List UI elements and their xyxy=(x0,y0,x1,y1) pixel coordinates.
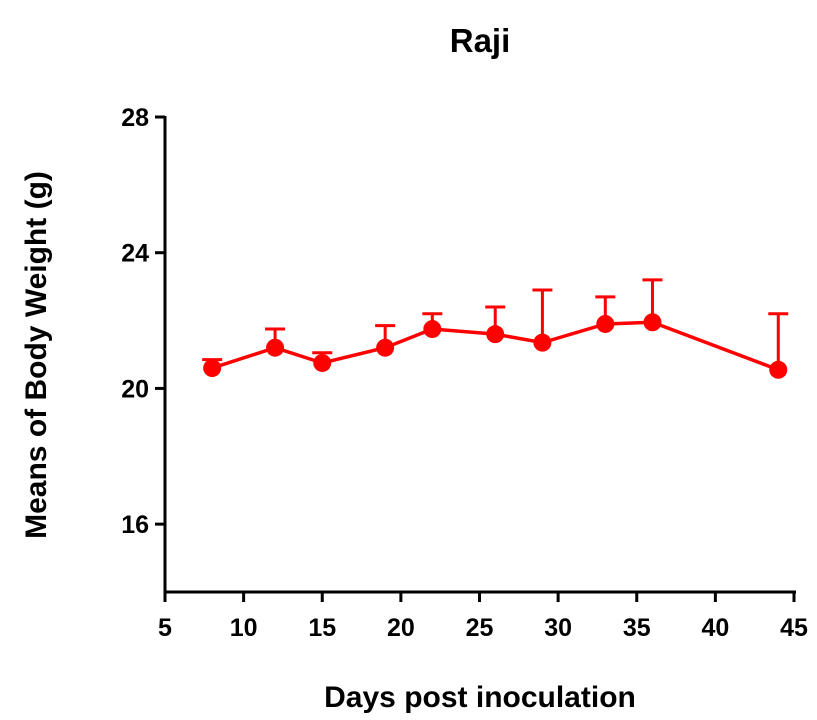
data-point xyxy=(203,359,222,378)
series-marks xyxy=(202,278,789,379)
data-point xyxy=(533,333,552,352)
chart-title: Raji xyxy=(450,22,511,59)
data-point xyxy=(769,360,788,379)
x-tick-label: 30 xyxy=(544,614,572,642)
x-tick-label: 20 xyxy=(387,614,415,642)
data-point xyxy=(643,313,662,332)
data-point xyxy=(596,314,615,333)
y-tick-label: 20 xyxy=(121,375,149,403)
y-tick-label: 28 xyxy=(121,104,149,132)
axis-ticks: 16 20 24 28 5 10 15 20 25 30 35 40 45 xyxy=(121,104,808,642)
x-tick-label: 35 xyxy=(623,614,651,642)
x-tick-label: 45 xyxy=(780,614,808,642)
x-tick-label: 5 xyxy=(158,614,172,642)
x-tick-label: 25 xyxy=(466,614,494,642)
data-point xyxy=(266,338,285,357)
data-point xyxy=(486,325,505,344)
y-tick-label: 24 xyxy=(121,240,149,268)
x-tick-label: 15 xyxy=(308,614,336,642)
series-line xyxy=(211,320,779,372)
data-point xyxy=(376,338,395,357)
data-point xyxy=(313,353,332,372)
x-tick-label: 40 xyxy=(701,614,729,642)
y-tick-label: 16 xyxy=(121,511,149,539)
x-axis-label: Days post inoculation xyxy=(324,681,636,714)
data-point xyxy=(423,320,442,339)
x-tick-label: 10 xyxy=(230,614,258,642)
y-axis-label: Means of Body Weight (g) xyxy=(20,171,53,539)
